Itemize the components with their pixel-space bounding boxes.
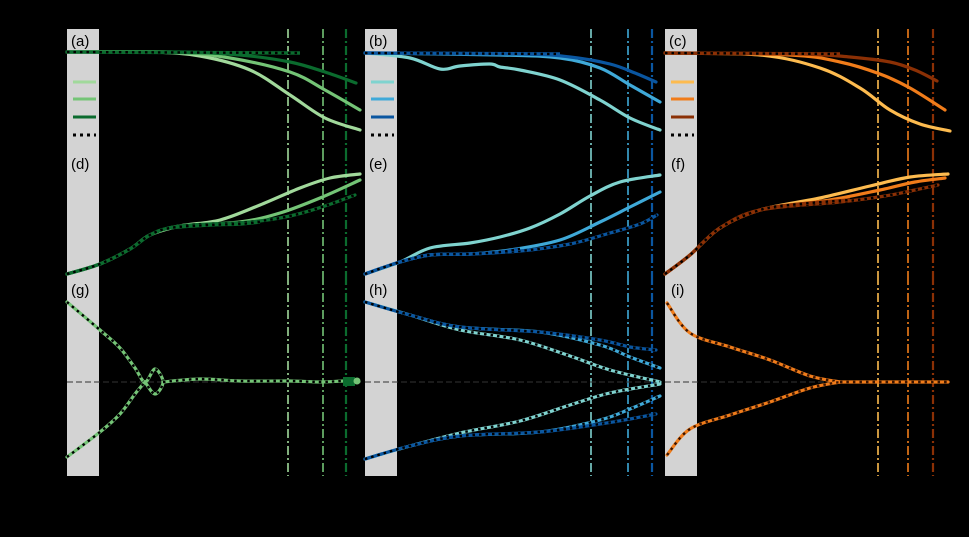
panel-strip xyxy=(365,152,397,276)
panel-label-e: (e) xyxy=(369,156,387,173)
legends xyxy=(73,80,694,137)
reference-dotted-curve xyxy=(66,381,146,458)
panel-strip xyxy=(67,152,99,276)
panel-strip xyxy=(665,29,697,152)
panel-label-b: (b) xyxy=(369,33,387,50)
panel-label-f: (f) xyxy=(671,156,685,173)
series-curve xyxy=(363,173,662,276)
reference-dotted-curve xyxy=(664,198,851,275)
panel-strip xyxy=(67,29,99,152)
panel-label-d: (d) xyxy=(71,156,89,173)
reference-dotted-curve xyxy=(364,247,521,276)
series-curve xyxy=(363,51,662,132)
panel-label-i: (i) xyxy=(671,282,684,299)
reference-dotted-curve xyxy=(666,302,841,384)
vertical-marker-lines xyxy=(287,29,935,476)
reference-dotted-curve xyxy=(364,412,657,461)
panel-label-a: (a) xyxy=(71,33,89,50)
reference-dotted-curve xyxy=(66,50,301,55)
reference-base-curve xyxy=(66,220,261,276)
end-marker xyxy=(343,377,355,386)
reference-dotted-curve xyxy=(666,380,841,456)
data-curves xyxy=(65,49,952,461)
panel-strip xyxy=(67,276,99,476)
panel-label-g: (g) xyxy=(71,282,89,299)
panel-label-c: (c) xyxy=(669,33,687,50)
panel-label-h: (h) xyxy=(369,282,387,299)
reference-dotted-curve xyxy=(364,51,561,56)
panel-strip xyxy=(365,29,397,152)
reference-dotted-curve xyxy=(364,300,657,352)
end-marker-dot xyxy=(353,377,361,385)
reference-dotted-curve xyxy=(664,51,841,56)
panel-labels: (a) (b) (c) (d) (e) (f) (g) (h) (i) xyxy=(71,33,687,299)
reference-base-curve xyxy=(66,50,301,55)
panel-label-strips xyxy=(67,29,697,476)
